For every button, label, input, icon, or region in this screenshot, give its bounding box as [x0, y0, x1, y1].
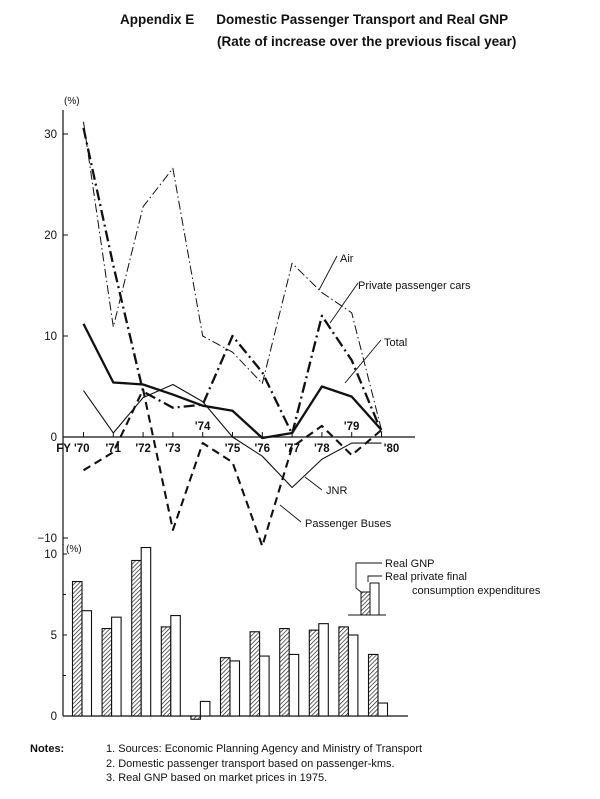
bar-real-gnp	[71, 580, 83, 717]
bar-real-consumption	[347, 634, 359, 717]
note-item: 3. Real GNP based on market prices in 19…	[106, 772, 328, 784]
bar-real-consumption	[288, 653, 300, 717]
series-annotation: JNR	[326, 485, 347, 497]
bar-real-gnp	[219, 657, 231, 717]
annotation-leader	[279, 504, 302, 523]
series-annotation: Passenger Buses	[305, 518, 392, 530]
x-tick-label: '72	[135, 443, 151, 455]
series-line-passenger-buses	[82, 388, 383, 548]
note-item: 2. Domestic passenger transport based on…	[106, 757, 395, 770]
bar-real-consumption	[259, 655, 270, 717]
x-tick-label: '73	[165, 443, 181, 455]
x-tick-label: FY '70	[56, 443, 89, 455]
series-line-private-passenger-cars	[82, 127, 383, 436]
y-tick-label: 5	[51, 630, 57, 642]
bar-real-consumption	[318, 623, 329, 717]
y-tick-label: 0	[51, 432, 57, 444]
bar-real-gnp	[338, 626, 349, 717]
legend-label-real-consumption-cont: consumption expenditures	[412, 585, 541, 597]
note-item: 1. Sources: Economic Planning Agency and…	[106, 743, 423, 755]
notes-label: Notes:	[30, 743, 65, 755]
x-tick-label: '71	[106, 443, 122, 455]
x-tick-label: '80	[384, 443, 400, 455]
bar-real-consumption	[140, 546, 152, 717]
bar-real-consumption	[170, 615, 181, 717]
x-tick-label: '78	[314, 443, 330, 455]
legend-label-real-consumption: Real private final	[385, 571, 467, 583]
x-tick-label: '74	[195, 421, 211, 433]
bar-real-gnp	[279, 627, 290, 717]
bar-real-gnp	[190, 715, 201, 720]
y-tick-label: −10	[37, 533, 57, 545]
bar-real-consumption	[199, 700, 211, 717]
series-annotation: Private passenger cars	[358, 280, 471, 292]
bar-real-gnp	[160, 626, 172, 717]
y-tick-label: 0	[51, 711, 57, 723]
series-annotation: Total	[384, 337, 407, 349]
bar-real-gnp	[131, 559, 142, 717]
bar-real-consumption	[81, 610, 93, 717]
x-tick-label: '76	[255, 443, 271, 455]
y-tick-label: 10	[44, 331, 57, 343]
bar-real-consumption	[111, 616, 122, 717]
legend-leader	[367, 575, 382, 582]
y-tick-label: 30	[44, 129, 57, 141]
y-axis-label: (%)	[64, 96, 80, 107]
bar-real-gnp	[367, 653, 379, 717]
bar-real-consumption	[377, 702, 389, 717]
annotation-leader	[344, 339, 382, 384]
legend-swatch-real-consumption	[369, 582, 380, 616]
y-axis-label: (%)	[66, 544, 82, 555]
x-tick-label: '79	[344, 421, 360, 433]
legend-leader	[355, 562, 382, 593]
chart-title: Domestic Passenger Transport and Real GN…	[216, 12, 509, 27]
appendix-label: Appendix E	[120, 12, 195, 27]
annotation-leader	[318, 255, 338, 291]
chart-title-line1: Appendix E Domestic Passenger Transport a…	[120, 12, 508, 27]
x-tick-label: '75	[225, 443, 241, 455]
chart-subtitle: (Rate of increase over the previous fisc…	[217, 34, 517, 49]
legend-swatch-real-gnp	[360, 591, 371, 616]
y-tick-label: 10	[44, 549, 57, 561]
y-tick-label: 20	[44, 230, 57, 242]
annotation-leader	[329, 282, 359, 324]
legend-label-real-gnp: Real GNP	[385, 558, 435, 570]
annotation-leader	[304, 476, 323, 491]
bar-real-consumption	[229, 660, 241, 717]
bar-real-gnp	[308, 629, 320, 717]
bar-real-gnp	[101, 627, 113, 717]
series-annotation: Air	[340, 253, 354, 265]
bar-real-gnp	[249, 631, 261, 717]
